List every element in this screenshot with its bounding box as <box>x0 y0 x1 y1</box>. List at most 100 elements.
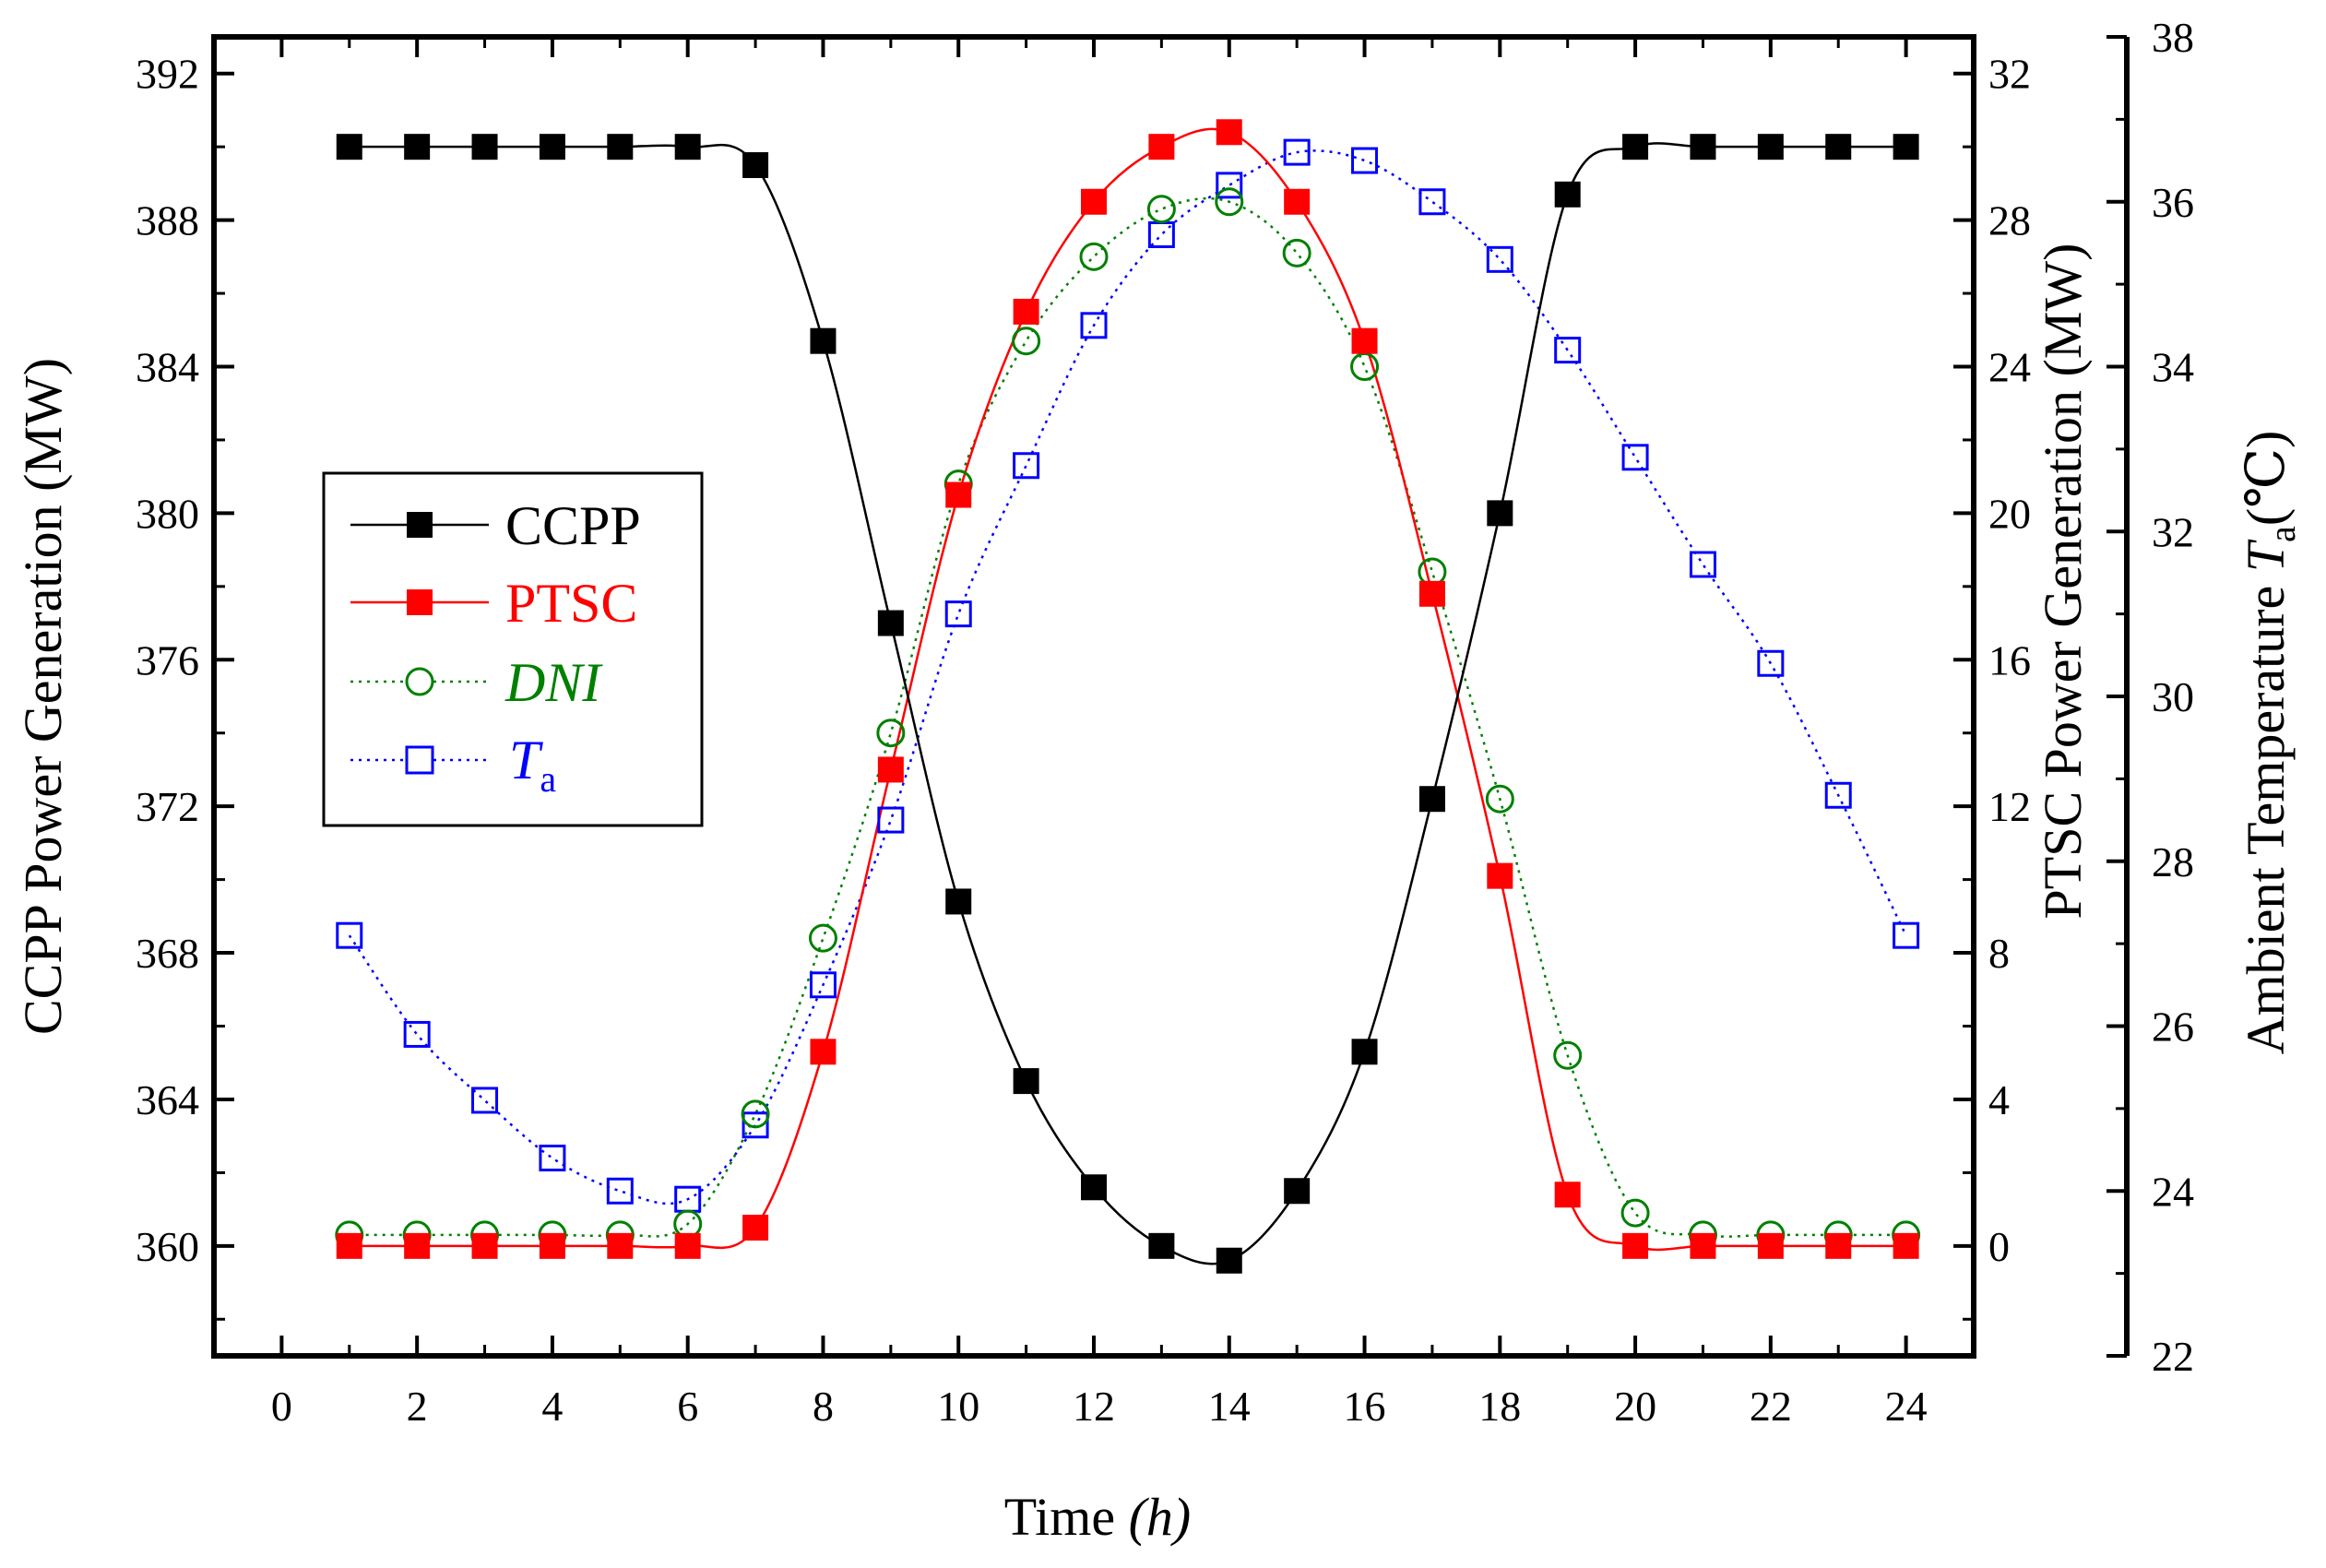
marker-ptsc <box>742 1214 769 1241</box>
marker-ta <box>1689 551 1716 578</box>
marker-ptsc <box>1757 1232 1784 1259</box>
tick-labels: 0 2 4 6 8 10 12 14 16 18 20 22 243603643683723763803… <box>136 14 2194 1430</box>
marker-ta <box>1486 245 1513 273</box>
marker-ptsc <box>877 756 904 783</box>
marker-ta <box>877 806 905 834</box>
ptsc-tick-label: 8 <box>1988 930 2010 977</box>
marker-ccpp <box>1554 181 1581 208</box>
x-tick-label: 20 <box>1614 1383 1656 1430</box>
marker-ptsc <box>1013 298 1039 325</box>
marker-ptsc <box>1418 580 1445 607</box>
marker-ccpp <box>877 610 904 636</box>
marker-ptsc <box>336 1232 362 1259</box>
marker-ta <box>1554 337 1582 364</box>
marker-ta <box>742 1111 769 1139</box>
marker-ccpp <box>404 134 431 160</box>
marker-ptsc <box>404 1232 431 1259</box>
left-tick-label: 376 <box>136 636 199 683</box>
marker-ptsc <box>1148 134 1175 160</box>
marker-ta <box>1893 921 1920 949</box>
marker-ta <box>403 1020 431 1048</box>
legend-marker-dni <box>405 667 434 696</box>
marker-ta <box>1351 147 1379 174</box>
marker-ptsc <box>607 1232 634 1259</box>
series-markers <box>335 119 1921 1274</box>
marker-ptsc <box>1284 188 1311 215</box>
marker-dni <box>741 1099 770 1129</box>
marker-dni <box>808 923 837 953</box>
ptsc-tick-label: 28 <box>1988 197 2031 244</box>
marker-ccpp <box>1622 134 1649 160</box>
marker-dni <box>1485 784 1514 814</box>
ptsc-axis-title: PTSC Power Generation (MW) <box>2033 244 2093 920</box>
temperature-tick-label: 34 <box>2152 344 2194 391</box>
legend-marker-ccpp <box>407 512 433 538</box>
marker-ccpp <box>1081 1174 1107 1201</box>
legend-label-ccpp: CCPP <box>505 495 641 556</box>
x-tick-label: 6 <box>677 1383 698 1430</box>
x-tick-label: 12 <box>1073 1383 1115 1430</box>
marker-dni <box>1553 1040 1583 1070</box>
marker-dni <box>1215 187 1244 217</box>
marker-ptsc <box>945 481 972 508</box>
marker-ptsc <box>1622 1232 1649 1259</box>
marker-ccpp <box>1148 1232 1175 1259</box>
marker-ccpp <box>539 134 565 160</box>
marker-ccpp <box>1825 134 1852 160</box>
marker-ccpp <box>1216 1247 1242 1274</box>
legend-entry-ptsc: PTSC <box>350 573 637 634</box>
legend-marker-ptsc <box>407 589 433 615</box>
legend-entry-ccpp: CCPP <box>350 495 641 556</box>
marker-dni <box>1012 327 1041 356</box>
marker-ccpp <box>674 134 701 160</box>
temperature-tick-label: 24 <box>2152 1168 2194 1215</box>
marker-dni <box>1146 195 1176 224</box>
marker-ccpp <box>1418 786 1445 813</box>
marker-ptsc <box>1351 327 1378 354</box>
marker-ptsc <box>810 1039 837 1065</box>
x-tick-label: 0 <box>271 1383 292 1430</box>
marker-ccpp <box>1013 1068 1039 1095</box>
x-tick-label: 16 <box>1344 1383 1386 1430</box>
marker-ta <box>1824 781 1852 809</box>
marker-dni <box>1620 1198 1650 1228</box>
marker-ccpp <box>945 888 972 915</box>
marker-ta <box>539 1145 566 1171</box>
marker-ta <box>809 971 837 999</box>
left-tick-label: 380 <box>136 490 199 537</box>
marker-ccpp <box>336 134 362 160</box>
marker-dni <box>1282 238 1311 267</box>
marker-ccpp <box>1487 500 1513 527</box>
left-tick-label: 372 <box>136 783 199 830</box>
series-line-ta <box>348 149 1907 1206</box>
marker-ptsc <box>1081 188 1107 215</box>
left-tick-label: 392 <box>136 51 199 98</box>
x-tick-label: 24 <box>1885 1383 1928 1430</box>
marker-ptsc <box>1216 119 1242 146</box>
ambient-temperature-axis-title: Ambient Temperature Ta(℃) <box>2236 431 2303 1055</box>
marker-ta <box>1283 138 1311 166</box>
marker-ccpp <box>607 134 634 160</box>
marker-ptsc <box>1554 1182 1581 1208</box>
left-axis-title: CCPP Power Generation (MW) <box>13 358 73 1035</box>
marker-dni <box>1079 242 1109 271</box>
marker-ta <box>1757 649 1785 677</box>
x-tick-label: 14 <box>1208 1383 1251 1430</box>
marker-ptsc <box>1893 1232 1919 1259</box>
left-tick-label: 364 <box>136 1076 199 1123</box>
temperature-tick-label: 28 <box>2152 838 2194 885</box>
left-tick-label: 368 <box>136 930 199 977</box>
marker-ccpp <box>1757 134 1784 160</box>
temperature-tick-label: 38 <box>2152 14 2194 61</box>
marker-ptsc <box>1487 862 1513 889</box>
legend-label-dni: DNI <box>504 652 603 713</box>
x-tick-label: 8 <box>813 1383 834 1430</box>
series-line-dni <box>349 196 1906 1238</box>
left-tick-label: 360 <box>136 1223 199 1270</box>
ptsc-tick-label: 24 <box>1988 344 2031 391</box>
marker-dni <box>876 719 906 748</box>
ptsc-tick-label: 4 <box>1988 1076 2010 1123</box>
ptsc-tick-label: 32 <box>1988 51 2031 98</box>
ptsc-tick-label: 12 <box>1988 783 2031 830</box>
marker-ptsc <box>471 1232 498 1259</box>
